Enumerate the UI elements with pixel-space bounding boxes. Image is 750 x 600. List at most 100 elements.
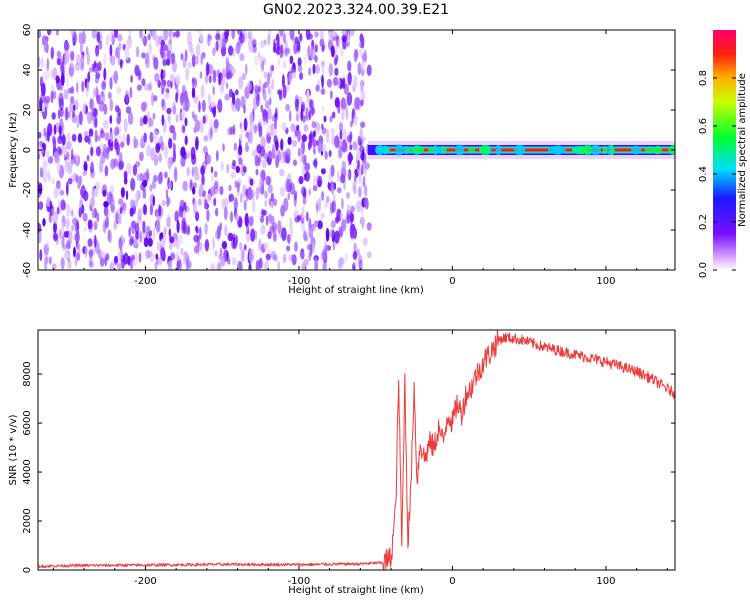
spectrogram-cell [283, 33, 286, 45]
spectrogram-cell [169, 236, 175, 244]
spectrogram-cell [149, 251, 154, 263]
spectrogram-cell [213, 181, 219, 195]
spectrogram-cell [361, 148, 365, 163]
spectrogram-cell [52, 177, 55, 185]
spectrogram-cell [332, 193, 336, 206]
spectrogram-cell [116, 207, 120, 215]
spectrogram-cell [239, 126, 244, 133]
spectrogram-cell [352, 113, 358, 127]
spectrogram-cell [239, 242, 243, 251]
spectrogram-cell [193, 126, 197, 133]
spectrogram-cell [347, 31, 350, 43]
spectrogram-cell [106, 191, 112, 205]
spectrogram-cell [329, 201, 334, 215]
spectrogram-cell [238, 144, 243, 156]
spectrogram-cell [43, 243, 49, 256]
snr-ytick-label: 6000 [22, 410, 33, 435]
spectrogram-cell [143, 203, 147, 216]
spectrogram-cell [247, 134, 251, 144]
spectrogram-cell [174, 210, 179, 222]
spectrogram-cell [58, 125, 62, 135]
spectrogram-cell [305, 211, 309, 222]
spectrogram-cell [211, 173, 214, 183]
spectrogram-cell [75, 53, 81, 66]
spectrogram-cell [111, 34, 116, 46]
spectrogram-cell [193, 79, 198, 88]
spectrogram-cell [183, 251, 189, 260]
spectrogram-cell [212, 47, 216, 56]
spectrogram-cell [329, 115, 333, 123]
spectrogram-cell [210, 186, 216, 197]
spectrogram-cell [315, 204, 319, 215]
spectrogram-cell [239, 122, 243, 130]
spectrogram-cell [210, 166, 214, 174]
spectrogram-cell [260, 39, 265, 49]
spectrogram-cell [109, 55, 112, 63]
spectrogram-cell [80, 62, 85, 71]
spectrogram-cell [70, 86, 74, 94]
spectrogram-cell [87, 238, 93, 248]
spectrogram-cell [72, 31, 78, 45]
spectrogram-cell [357, 62, 362, 76]
spectrogram-cell [152, 112, 156, 120]
spectrogram-cell [193, 95, 199, 104]
signal-band-blob [555, 146, 566, 154]
spectrogram-cell [267, 231, 272, 240]
spectrogram-cell [342, 128, 347, 143]
spectrogram-cell [184, 49, 188, 62]
spectrogram-cell [232, 159, 236, 167]
spectrogram-cell [109, 261, 115, 270]
spectrogram-cell [237, 30, 241, 35]
spectrogram-cell [246, 233, 251, 243]
signal-band-blob [631, 145, 642, 155]
spectrogram-cell [215, 207, 219, 217]
spectrogram-cell [336, 187, 342, 194]
spectrogram-cell [96, 212, 100, 223]
spectrogram-cell [87, 71, 91, 83]
snr-series-line [38, 330, 675, 570]
spectrogram-cell [104, 132, 110, 141]
spectrogram-cell [88, 67, 92, 74]
spectrogram-cell [69, 102, 74, 113]
spectrogram-cell [67, 178, 73, 185]
spectrogram-cell [364, 197, 369, 210]
spectrogram-cell [219, 185, 224, 196]
spectrogram-cell [77, 181, 81, 190]
spectrogram-cell [90, 161, 94, 174]
spectrogram-cell [169, 124, 175, 134]
spectrogram-cell [53, 221, 57, 234]
spectrogram-cell [127, 30, 133, 35]
spectrogram-cell [271, 78, 275, 90]
colorbar-label: Normalized spectral amplitude [737, 73, 748, 227]
spectrogram-cell [186, 166, 191, 176]
spectrogram-cell [70, 50, 75, 61]
spectrogram-cell [281, 227, 287, 242]
spectrogram-cell [277, 260, 280, 270]
spectrogram-cell [301, 206, 305, 219]
spectrogram-cell [312, 185, 318, 192]
spectrogram-cell [241, 73, 247, 81]
spectrogram-cell [62, 244, 67, 251]
spectrogram-cell [94, 234, 97, 248]
spectrogram-cell [66, 239, 71, 249]
spectrogram-cell [293, 41, 298, 55]
spectrogram-cell [63, 59, 67, 73]
spectrogram-cell [114, 255, 119, 264]
spectrogram-ylabel: Frequency (Hz) [8, 112, 19, 188]
spectrogram-ytick-label: -40 [22, 222, 33, 238]
spectrogram-cell [348, 151, 352, 165]
spectrogram-cell [247, 31, 253, 40]
spectrogram-cell [255, 259, 260, 270]
spectrogram-cell [99, 91, 106, 105]
spectrogram-cell [204, 199, 208, 207]
spectrogram-cell [313, 259, 318, 270]
spectrogram-cell [67, 258, 72, 270]
spectrogram-cell [70, 58, 74, 69]
spectrogram-cell [110, 158, 116, 170]
spectrogram-cell [157, 66, 161, 73]
spectrogram-cell [303, 155, 307, 165]
spectrogram-cell [141, 52, 146, 59]
spectrogram-cell [117, 262, 123, 270]
spectrogram-cell [53, 187, 59, 199]
